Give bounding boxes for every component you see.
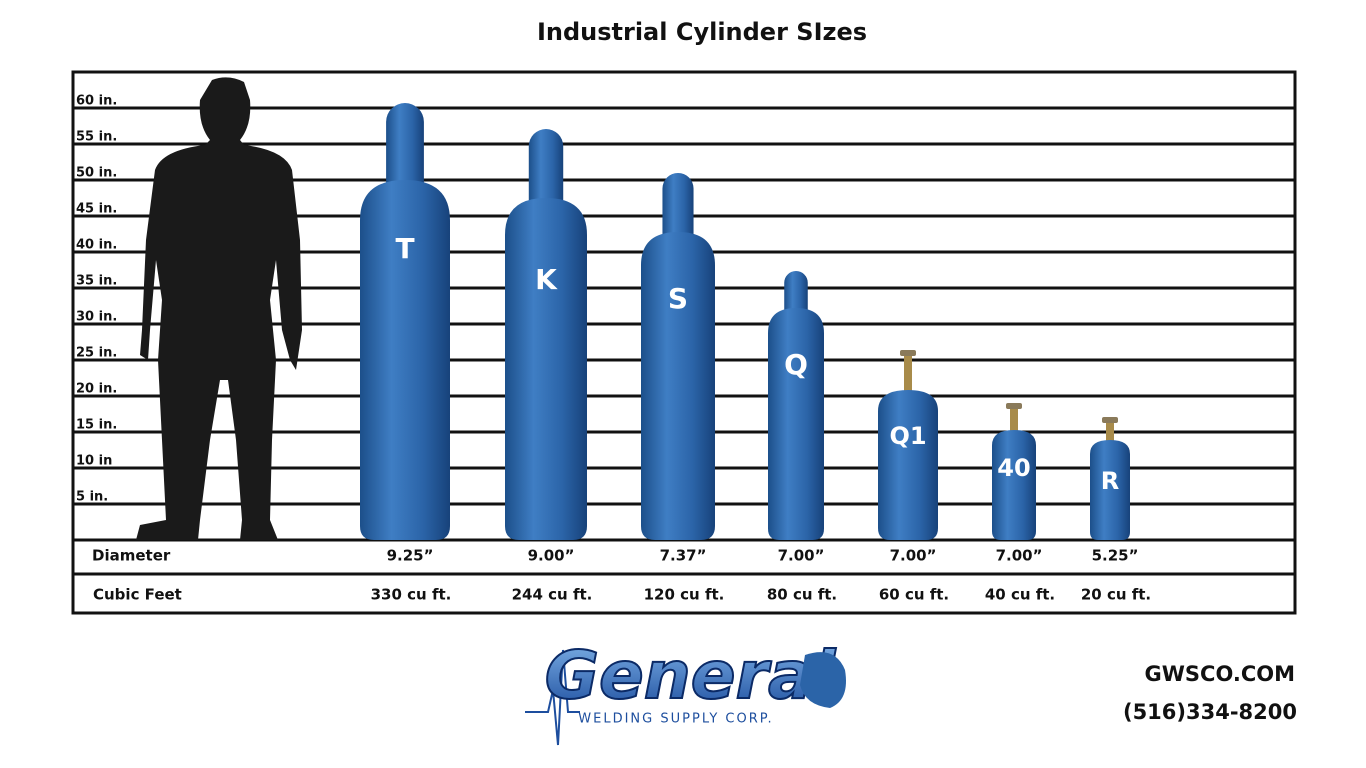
person-silhouette [136,77,302,540]
cylinder-valve [900,350,916,356]
cylinder-label: S [668,282,688,315]
cylinder-label: Q1 [889,422,926,450]
cylinder-body [505,198,587,540]
title: Industrial Cylinder SIzes [537,18,867,46]
scale-label: 40 in. [76,238,117,253]
logo: General WELDING SUPPLY CORP. [525,636,846,746]
cylinder-label: K [535,263,558,296]
scale-label: 25 in. [76,346,117,361]
cylinder-body [1090,440,1130,540]
cylinder-body [641,232,715,540]
cylinder-cap [528,129,564,208]
row-header: Diameter [92,547,171,565]
logo-pulse [525,649,580,746]
scale-label: 50 in. [76,166,117,181]
cylinder-body [992,430,1036,540]
cubic-feet: 40 cu ft. [985,586,1055,604]
scale-label: 45 in. [76,202,117,217]
cylinder-valve [904,356,912,392]
scale-label: 5 in. [76,490,108,505]
cylinder-valve [1102,417,1118,423]
cylinders: T 9.25” 330 cu ft. K 9.00” 244 cu ft. S 7.37” 12… [360,103,1151,604]
scale-label: 60 in. [76,94,117,109]
cylinder-valve [1010,409,1018,432]
diameter: 7.00” [890,547,937,565]
cubic-feet: 120 cu ft. [644,586,725,604]
cubic-feet: 330 cu ft. [371,586,452,604]
cylinder-body [360,180,450,540]
scale-label: 10 in [76,454,112,469]
phone: (516)334-8200 [1123,700,1297,724]
cylinder-body [768,308,824,540]
cylinder-label: T [395,232,414,265]
cylinder-valve [1006,403,1022,409]
logo-welder [800,652,846,708]
diameter: 7.00” [778,547,825,565]
cylinder-cap [386,103,424,190]
website: GWSCO.COM [1145,662,1295,686]
diameter: 9.00” [528,547,575,565]
cubic-feet: 20 cu ft. [1081,586,1151,604]
cylinder-label: R [1101,467,1119,495]
scale-label: 30 in. [76,310,117,325]
logo-subtitle: WELDING SUPPLY CORP. [578,712,773,727]
cubic-feet: 244 cu ft. [512,586,593,604]
diameter: 5.25” [1092,547,1139,565]
cylinder-label: Q [784,348,808,381]
row-header: Cubic Feet [93,586,182,604]
diameter: 7.37” [660,547,707,565]
scale-label: 55 in. [76,130,117,145]
cylinder-body [878,390,938,540]
logo-name: General [545,637,837,714]
cylinder-label: 40 [997,454,1030,482]
scale-label: 20 in. [76,382,117,397]
cubic-feet: 60 cu ft. [879,586,949,604]
cubic-feet: 80 cu ft. [767,586,837,604]
cylinder-valve [1106,423,1114,442]
cylinder-cap [662,172,694,242]
diameter: 7.00” [996,547,1043,565]
cylinder-cap [784,271,808,318]
frame [71,70,1297,615]
scale-label: 35 in. [76,274,117,289]
diameter: 9.25” [387,547,434,565]
scale-label: 15 in. [76,418,117,433]
